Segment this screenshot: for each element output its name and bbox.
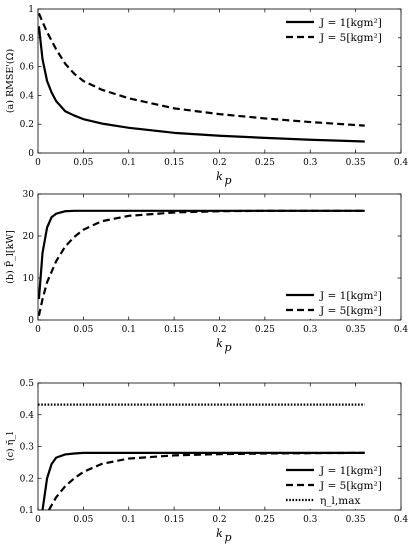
- y-tick-label: 10: [23, 274, 35, 284]
- chart-panel-c: 0 0.05 0.1 0.15 0.2 0.25 0.3 0.35 0.4 0.1 0.2 0.3 0.…: [5, 379, 408, 544]
- y-tick-label: 0.8: [20, 34, 35, 44]
- x-tick-label: 0.1: [122, 158, 136, 168]
- series-line-solid: [38, 26, 365, 143]
- series-group: [38, 12, 365, 143]
- series-group: [38, 209, 365, 317]
- y-axis-label: (a) RMSE'(Ω): [5, 49, 16, 113]
- y-tick-label: 0: [28, 316, 34, 326]
- x-axis-label-subscript: p: [225, 341, 232, 354]
- x-tick-label: 0.25: [255, 158, 275, 168]
- x-tick-label: 0.05: [73, 325, 93, 335]
- x-tick-label: 0.1: [122, 515, 136, 525]
- series-line-dashed: [47, 451, 365, 510]
- x-axis-label: k: [216, 337, 223, 350]
- x-tick-label: 0.05: [73, 158, 93, 168]
- x-axis-label-subscript: p: [225, 531, 232, 544]
- chart-panel-a: 0 0.05 0.1 0.15 0.2 0.25 0.3 0.35 0.4 0 0.2 0.4 0.6 0…: [5, 5, 408, 187]
- legend-label: J = 5[kgm²]: [319, 480, 382, 492]
- y-tick-label: 20: [23, 232, 35, 242]
- x-tick-label: 0.15: [164, 515, 184, 525]
- x-tick-label: 0.3: [303, 515, 318, 525]
- legend-label: J = 1[kgm²]: [319, 17, 382, 29]
- x-axis-label: k: [216, 170, 223, 183]
- x-tick-label: 0.25: [255, 515, 275, 525]
- series-group: [38, 403, 365, 510]
- legend-label: J = 1[kgm²]: [319, 465, 382, 477]
- y-tick-label: 0.3: [20, 443, 35, 453]
- y-tick-label: 1: [28, 5, 34, 15]
- x-tick-label: 0.4: [394, 515, 409, 525]
- y-tick-label: 0.2: [20, 474, 34, 484]
- x-tick-label: 0.05: [73, 515, 93, 525]
- legend-box: [282, 12, 398, 46]
- x-tick-label: 0.35: [346, 325, 366, 335]
- legend-label: η_l,max: [320, 495, 360, 507]
- y-tick-label: 0.5: [20, 379, 35, 389]
- x-tick-label: 0.4: [394, 158, 409, 168]
- x-tick-label: 0.2: [212, 158, 226, 168]
- y-axis-label: (b) P̄_l[kW]: [4, 230, 16, 284]
- legend: J = 1[kgm²] J = 5[kgm²]: [282, 12, 398, 46]
- y-axis-label: (c) η̄_l: [5, 432, 16, 461]
- x-tick-label: 0.35: [346, 158, 366, 168]
- y-tick-label: 0.2: [20, 120, 34, 130]
- x-tick-label: 0.4: [394, 325, 409, 335]
- x-axis-label: k: [216, 527, 223, 540]
- x-tick-label: 0: [35, 325, 41, 335]
- x-tick-label: 0.2: [212, 515, 226, 525]
- y-tick-label: 0.6: [20, 63, 35, 73]
- x-tick-label: 0.2: [212, 325, 226, 335]
- legend-label: J = 5[kgm²]: [319, 305, 382, 317]
- x-tick-label: 0.15: [164, 325, 184, 335]
- series-line-dashed: [38, 12, 365, 127]
- legend-box: [282, 285, 398, 319]
- y-tick-label: 0: [28, 149, 34, 159]
- x-axis-label-subscript: p: [225, 174, 232, 187]
- legend: J = 1[kgm²] J = 5[kgm²] η_l,max: [282, 460, 398, 509]
- legend-label: J = 1[kgm²]: [319, 290, 382, 302]
- y-tick-label: 30: [23, 190, 35, 200]
- y-tick-label: 0.4: [20, 411, 35, 421]
- x-tick-label: 0: [35, 158, 41, 168]
- x-tick-label: 0.1: [122, 325, 136, 335]
- chart-panel-b: 0 0.05 0.1 0.15 0.2 0.25 0.3 0.35 0.4 0 10 20 30 k p (b…: [4, 190, 408, 354]
- x-tick-label: 0.3: [303, 158, 318, 168]
- legend: J = 1[kgm²] J = 5[kgm²]: [282, 285, 398, 319]
- x-tick-label: 0.35: [346, 515, 366, 525]
- x-tick-label: 0: [35, 515, 41, 525]
- y-tick-label: 0.4: [20, 91, 35, 101]
- x-tick-label: 0.25: [255, 325, 275, 335]
- y-tick-label: 0.1: [20, 506, 34, 516]
- legend-label: J = 5[kgm²]: [319, 32, 382, 44]
- x-tick-label: 0.15: [164, 158, 184, 168]
- series-line-dashed: [38, 209, 365, 317]
- x-tick-label: 0.3: [303, 325, 318, 335]
